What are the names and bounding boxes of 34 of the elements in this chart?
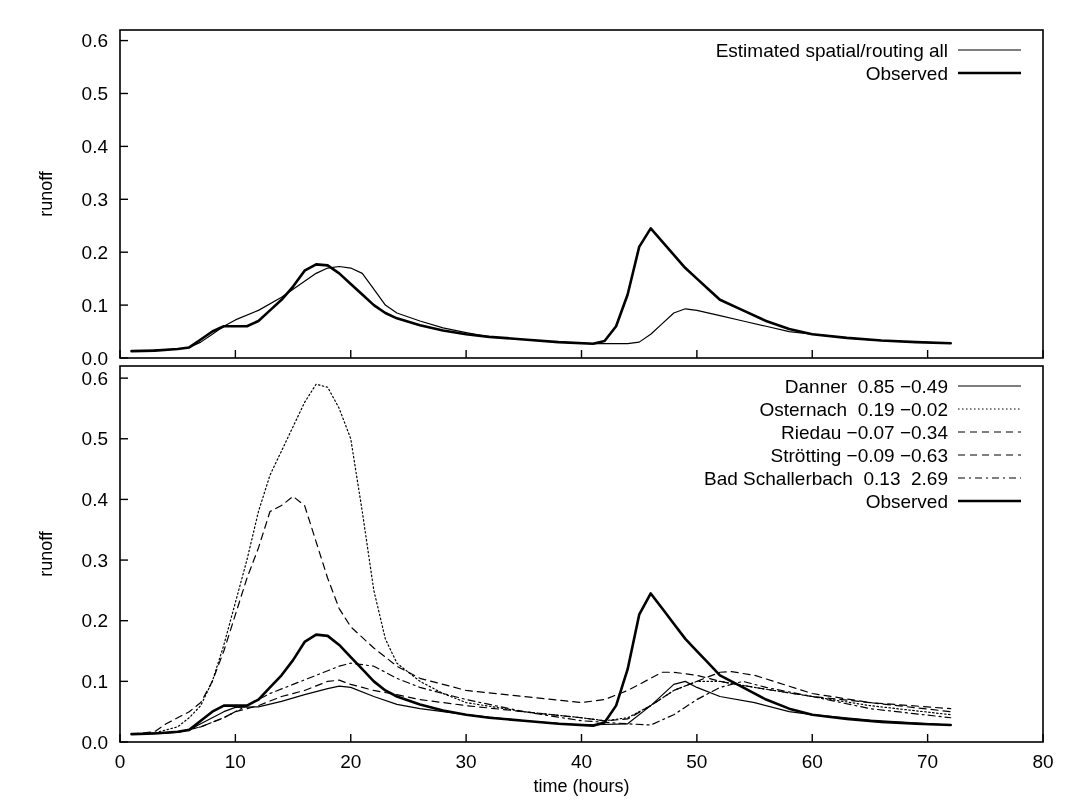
- y-tick-label: 0.1: [81, 671, 108, 692]
- x-axis-title: time (hours): [533, 776, 630, 796]
- x-tick-label: 70: [917, 751, 939, 772]
- y-tick-label: 0.6: [81, 30, 108, 52]
- y-tick-label: 0.3: [81, 188, 108, 210]
- y-tick-label: 0.2: [81, 610, 108, 632]
- x-tick-label: 50: [686, 751, 708, 772]
- y-tick-label: 0.1: [81, 294, 108, 316]
- y-tick-label: 0.5: [81, 83, 108, 105]
- y-tick-label: 0.0: [81, 347, 108, 369]
- x-tick-label: 10: [224, 751, 246, 772]
- x-tick-label: 0: [114, 751, 126, 772]
- x-tick-label: 20: [340, 751, 362, 772]
- y-axis-title: runoff: [36, 530, 56, 577]
- y-tick-label: 0.4: [81, 136, 109, 158]
- legend-label: Estimated spatial/routing all: [715, 39, 948, 61]
- legend-label: Bad Schallerbach 0.13 2.69: [703, 467, 948, 489]
- legend-label: Osternach 0.19 −0.02: [759, 398, 948, 420]
- legend-label: Danner 0.85 −0.49: [784, 375, 948, 397]
- legend-label: Riedau −0.07 −0.34: [781, 421, 949, 443]
- y-tick-label: 0.0: [81, 731, 108, 753]
- y-axis-title: runoff: [36, 170, 56, 217]
- y-tick-label: 0.6: [81, 367, 108, 389]
- x-tick-label: 40: [570, 751, 593, 772]
- legend-label: Strötting −0.09 −0.63: [770, 444, 948, 466]
- y-tick-label: 0.2: [81, 241, 108, 263]
- y-tick-label: 0.4: [81, 489, 109, 511]
- legend-label: Observed: [865, 62, 948, 84]
- x-tick-label: 60: [801, 751, 823, 772]
- y-tick-label: 0.3: [81, 549, 108, 571]
- legend-label: Observed: [865, 490, 948, 512]
- y-tick-label: 0.5: [81, 428, 108, 450]
- x-tick-label: 30: [455, 751, 477, 772]
- x-tick-label: 80: [1032, 751, 1054, 772]
